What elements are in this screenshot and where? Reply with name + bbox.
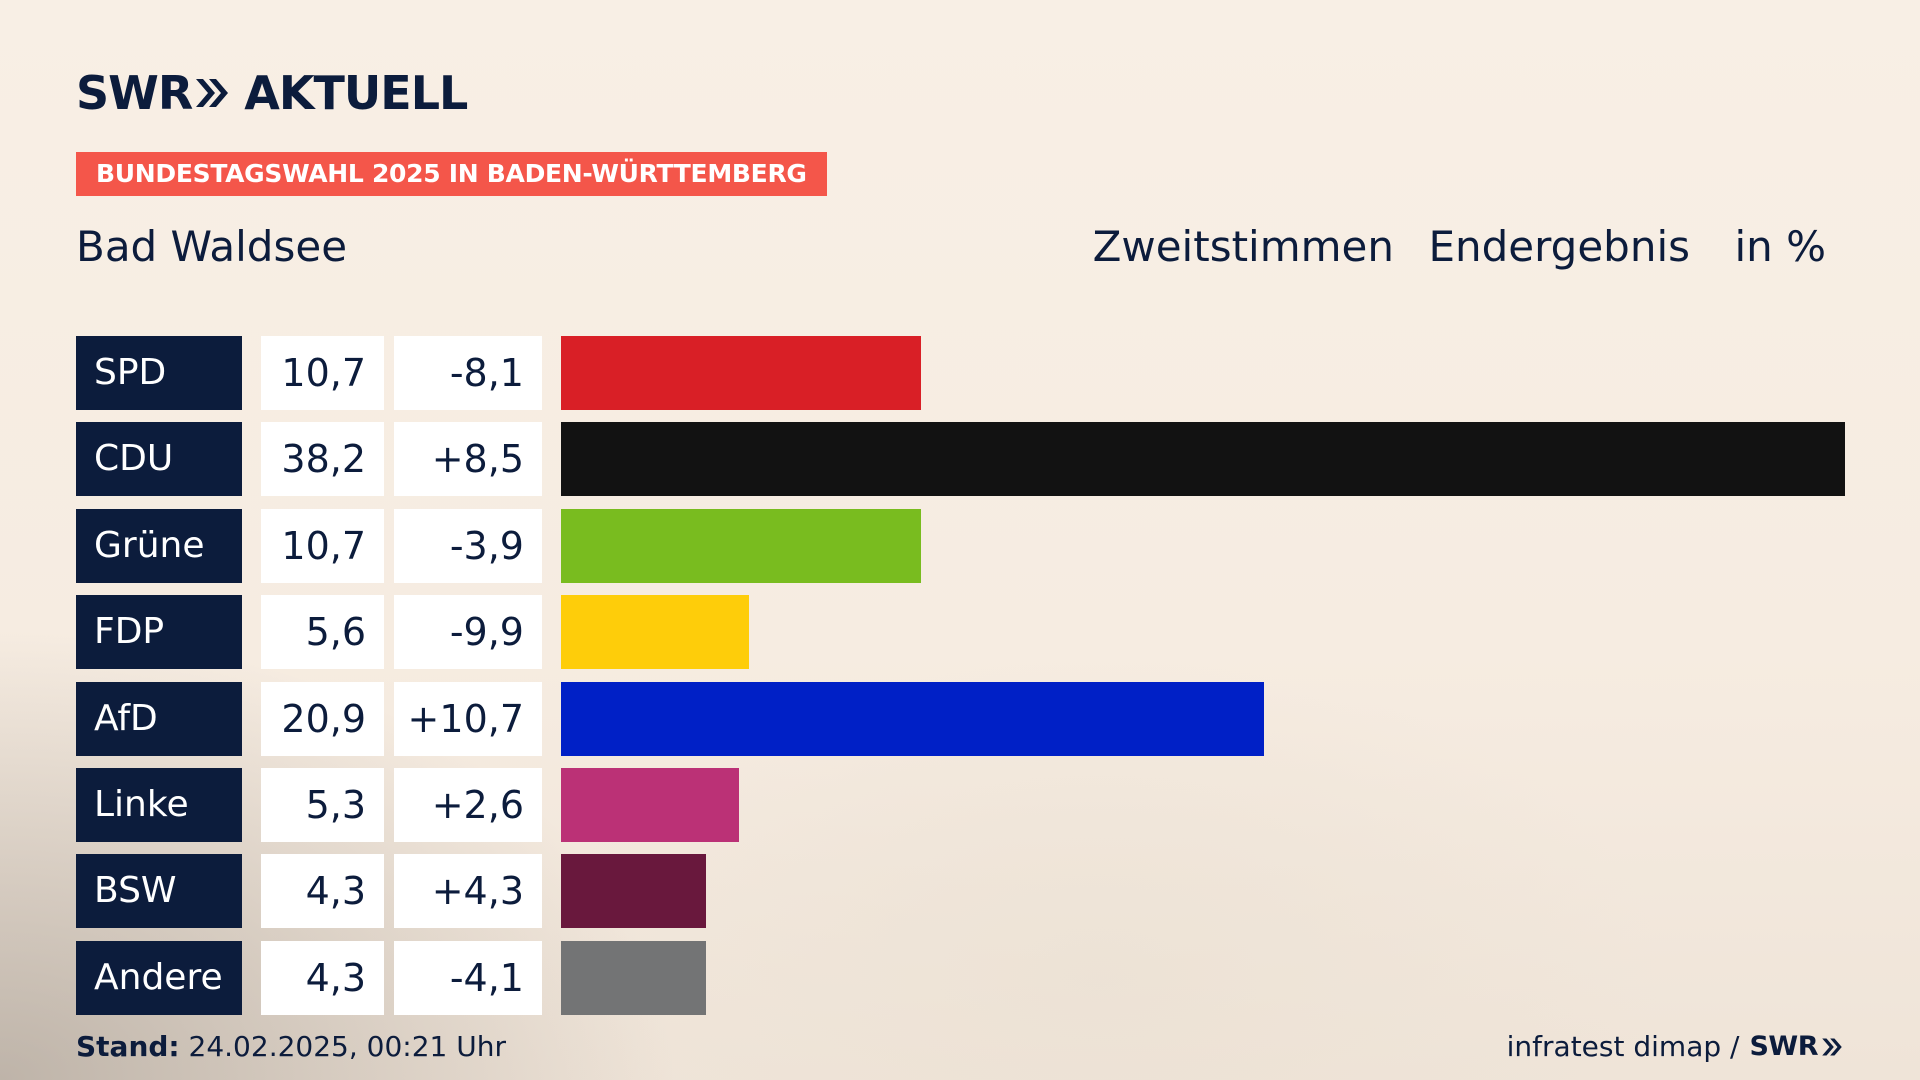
bar [561, 940, 706, 1015]
chart-row: SPD 10,7 -8,1 [0, 336, 1920, 410]
bar [561, 681, 1264, 756]
party-label: Grüne [76, 508, 242, 583]
chart-row: CDU 38,2 +8,5 [0, 422, 1920, 497]
chart-row: Andere 4,3 -4,1 [0, 940, 1920, 1015]
election-tag: BUNDESTAGSWAHL 2025 IN BADEN-WÜRTTEMBERG [76, 152, 827, 196]
party-label: FDP [76, 595, 242, 670]
bar [561, 508, 921, 583]
change-label: +4,3 [394, 854, 542, 929]
vote-share-label: 10,7 [261, 336, 384, 410]
header-unit: in % [1734, 222, 1826, 271]
change-label: -4,1 [394, 940, 542, 1015]
bar [561, 422, 1845, 497]
timestamp: Stand: 24.02.2025, 00:21 Uhr [76, 1030, 506, 1063]
chart-row: Grüne 10,7 -3,9 [0, 508, 1920, 583]
change-label: -9,9 [394, 595, 542, 670]
vote-share-label: 38,2 [261, 422, 384, 497]
chart-row: BSW 4,3 +4,3 [0, 854, 1920, 929]
bar [561, 336, 921, 410]
chart-row: AfD 20,9 +10,7 [0, 681, 1920, 756]
chart-row: Linke 5,3 +2,6 [0, 768, 1920, 842]
logo-aktuell-text: AKTUELL [244, 66, 468, 120]
header-status: Endergebnis [1428, 222, 1690, 271]
bar [561, 595, 750, 670]
change-label: +2,6 [394, 768, 542, 842]
bar [561, 854, 706, 929]
header-votes: Zweitstimmen [1092, 222, 1394, 271]
vote-share-label: 10,7 [261, 508, 384, 583]
change-label: -3,9 [394, 508, 542, 583]
stand-value: 24.02.2025, 00:21 Uhr [188, 1030, 506, 1063]
vote-share-label: 4,3 [261, 854, 384, 929]
party-label: AfD [76, 681, 242, 756]
party-label: CDU [76, 422, 242, 497]
vote-share-label: 5,3 [261, 768, 384, 842]
double-chevron-icon [196, 79, 229, 107]
swr-aktuell-logo: SWR AKTUELL [76, 66, 468, 120]
bar [561, 768, 740, 842]
source-brand: SWR [1749, 1031, 1818, 1062]
source-text: infratest dimap / [1506, 1030, 1740, 1063]
party-label: Andere [76, 940, 242, 1015]
vote-share-label: 20,9 [261, 681, 384, 756]
logo-swr-text: SWR [76, 66, 193, 120]
change-label: +10,7 [394, 681, 542, 756]
vote-share-label: 4,3 [261, 940, 384, 1015]
place-title: Bad Waldsee [76, 222, 348, 271]
change-label: +8,5 [394, 422, 542, 497]
change-label: -8,1 [394, 336, 542, 410]
party-label: Linke [76, 768, 242, 842]
small-double-chevron-icon [1822, 1037, 1842, 1056]
chart-row: FDP 5,6 -9,9 [0, 595, 1920, 670]
party-label: BSW [76, 854, 242, 929]
stand-label: Stand: [76, 1030, 180, 1063]
vote-share-label: 5,6 [261, 595, 384, 670]
party-label: SPD [76, 336, 242, 410]
source-credit: infratest dimap / SWR [1507, 1030, 1844, 1063]
